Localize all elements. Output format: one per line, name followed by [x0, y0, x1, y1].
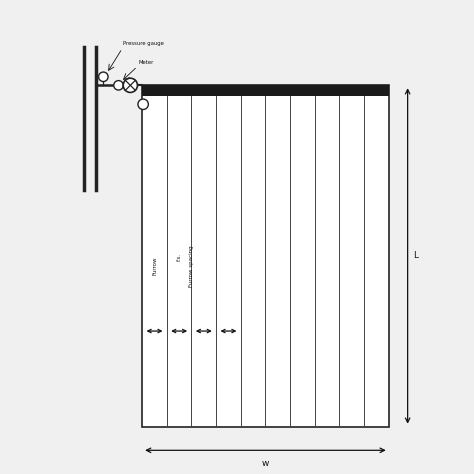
Bar [142, 85, 389, 427]
Circle shape [123, 78, 137, 92]
Text: L: L [413, 252, 419, 260]
Text: f.s.: f.s. [177, 253, 182, 261]
Bar [142, 85, 389, 96]
Text: w: w [262, 459, 269, 468]
Circle shape [99, 72, 108, 82]
Text: Meter: Meter [138, 60, 154, 65]
Text: Pressure gauge: Pressure gauge [123, 41, 164, 46]
Circle shape [138, 99, 148, 109]
Text: Furrow: Furrow [152, 257, 157, 275]
Text: Furrow spacing: Furrow spacing [189, 246, 194, 287]
Circle shape [114, 81, 123, 90]
